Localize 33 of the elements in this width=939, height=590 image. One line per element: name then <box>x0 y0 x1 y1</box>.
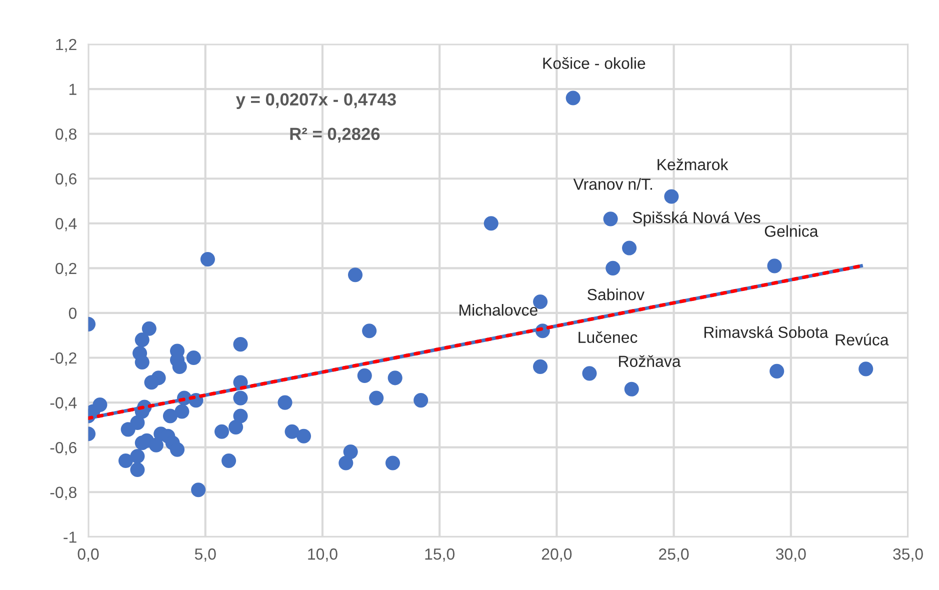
y-tick-label: 0,4 <box>56 218 77 232</box>
annotation: Rimavská Sobota <box>704 326 828 338</box>
x-tick-label: 35,0 <box>893 548 923 562</box>
x-tick-label: 25,0 <box>659 548 689 562</box>
x-tick-label: 10,0 <box>308 548 338 562</box>
annotation: Košice - okolie <box>543 57 646 69</box>
x-tick-label: 20,0 <box>542 548 572 562</box>
annotation: Sabinov <box>588 288 644 300</box>
y-tick-label: 0,8 <box>56 128 76 142</box>
x-tick-label: 0,0 <box>78 548 99 562</box>
annotation: Gelnica <box>764 225 818 237</box>
x-tick-label: 5,0 <box>194 548 216 562</box>
y-tick-label: -1 <box>64 532 76 543</box>
annotation: Michalovce <box>460 304 538 316</box>
y-tick-label: 1 <box>69 84 76 95</box>
annotation: R² = 0,2826 <box>290 128 380 143</box>
y-tick-label: 0,2 <box>56 262 76 276</box>
annotation: Spišská Nová Ves <box>632 211 760 226</box>
y-tick-label: 0 <box>68 308 77 319</box>
y-tick-label: -0,4 <box>50 397 77 410</box>
y-tick-label: 1,2 <box>56 38 76 52</box>
y-tick-label: -0,6 <box>50 442 76 456</box>
annotation: Revúca <box>836 334 889 346</box>
annotation: Rožňava <box>619 355 681 368</box>
annotation: Lučenec <box>578 331 638 343</box>
x-tick-label: 15,0 <box>425 548 455 562</box>
annotation: Kežmarok <box>658 158 728 170</box>
x-tick-label: 30,0 <box>776 548 806 562</box>
annotation: Vranov n/T. <box>573 178 652 190</box>
annotation: y = 0,0207x - 0,4743 <box>236 93 396 109</box>
y-tick-label: -0,2 <box>50 352 76 366</box>
y-tick-label: -0,8 <box>50 486 76 500</box>
y-tick-label: 0,6 <box>56 173 76 186</box>
